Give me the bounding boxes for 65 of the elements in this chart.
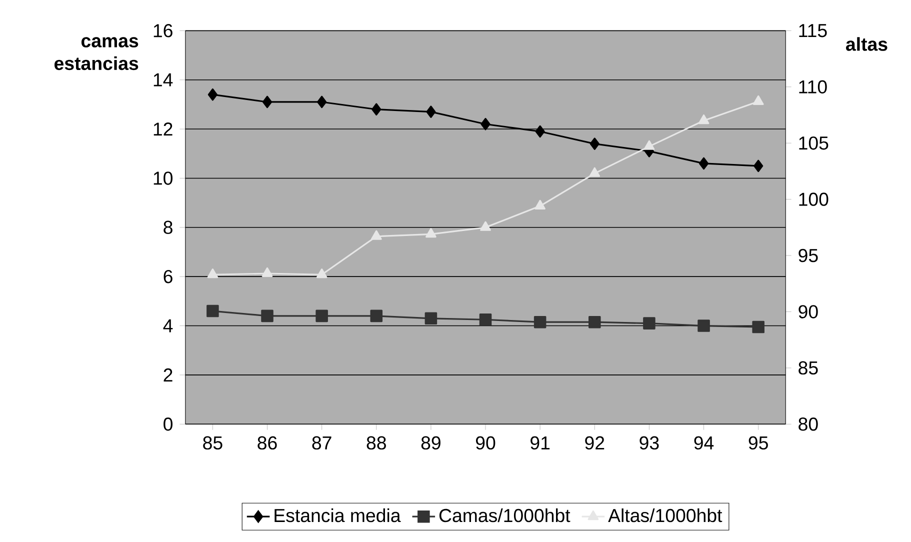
legend-label: Altas/1000hbt (608, 508, 722, 522)
point (426, 106, 436, 118)
point (752, 321, 764, 334)
x-tick-label: 86 (258, 436, 277, 450)
point (372, 103, 382, 116)
point (698, 158, 709, 170)
point (261, 310, 274, 322)
point (206, 305, 219, 318)
y2-tick-label: 90 (798, 305, 818, 319)
y2-tick-label: 85 (798, 362, 818, 375)
point (589, 168, 600, 178)
point (262, 96, 272, 108)
y2-tick-label: 105 (799, 136, 828, 150)
x-tick-label: 91 (530, 436, 550, 450)
point (754, 160, 764, 172)
y-tick-label: 12 (154, 122, 172, 136)
y2-tick-label: 115 (799, 24, 827, 38)
point (317, 96, 327, 108)
point (644, 140, 655, 150)
point (698, 114, 710, 124)
point (370, 310, 383, 322)
y-tick-label: 2 (164, 368, 172, 382)
x-tick-label: 87 (312, 436, 332, 450)
point (316, 310, 328, 322)
y2-tick-label: 100 (799, 192, 828, 206)
y-tick-label: 4 (163, 320, 173, 332)
point (426, 228, 436, 238)
point (534, 200, 546, 210)
x-tick-label: 93 (640, 436, 659, 450)
point (208, 88, 218, 101)
point (207, 268, 218, 278)
y-tick-label: 6 (164, 270, 172, 284)
point (534, 316, 546, 328)
x-tick-label: 94 (694, 436, 714, 450)
point (370, 230, 382, 240)
y-tick-label: 8 (164, 221, 172, 234)
point (262, 268, 273, 278)
point (480, 118, 490, 130)
point (698, 320, 710, 332)
x-tick-label: 89 (421, 436, 440, 450)
x-tick-label: 88 (366, 436, 386, 450)
y2-tick-label: 95 (798, 249, 818, 262)
x-tick-label: 90 (476, 436, 496, 450)
point (590, 138, 600, 150)
point (479, 314, 492, 326)
x-tick-label: 95 (748, 436, 768, 450)
y-tick-label: 10 (154, 172, 172, 186)
y-tick-label: 14 (154, 74, 173, 87)
y2-tick-label: 110 (799, 80, 827, 94)
y-tick-label: 0 (164, 418, 173, 431)
point (752, 96, 764, 106)
legend-label: Estancia media (274, 508, 401, 522)
y-tick-label: 16 (154, 24, 172, 38)
point (316, 268, 328, 278)
point (588, 316, 601, 328)
y-axis-title: camas estancias (54, 37, 138, 70)
point (643, 317, 656, 330)
legend-label: Camas/1000hbt (439, 508, 570, 522)
x-tick-label: 92 (585, 436, 604, 450)
y2-tick-label: 80 (798, 418, 818, 431)
point (424, 312, 438, 325)
x-tick-label: 85 (203, 436, 222, 450)
point (480, 222, 491, 232)
point (535, 126, 545, 138)
y2-axis-title: altas (846, 37, 888, 52)
